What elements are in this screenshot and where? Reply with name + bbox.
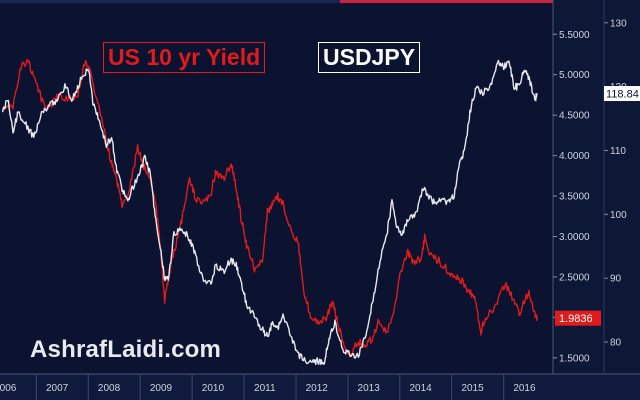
yield-tick-label: 3.5000 — [559, 192, 590, 203]
usdjpy-tick-label: 80 — [610, 338, 622, 349]
x-tick-label: 2016 — [513, 383, 536, 394]
yield-tick-label: 4.0000 — [559, 151, 590, 162]
top-accent — [340, 0, 640, 3]
x-tick-label: 2015 — [461, 383, 484, 394]
legend-usdjpy: USDJPY — [318, 42, 421, 74]
x-tick-label: 2008 — [98, 383, 121, 394]
x-tick-label: 2011 — [254, 383, 276, 394]
x-axis-panel — [0, 374, 640, 400]
yield-series-line — [2, 58, 539, 357]
x-tick-label: 2013 — [358, 383, 381, 394]
usdjpy-tick-label: 100 — [610, 210, 627, 221]
x-tick-label: 2012 — [306, 383, 329, 394]
watermark: AshrafLaidi.com — [30, 336, 222, 363]
yield-tick-label: 5.0000 — [559, 70, 590, 81]
yield-tick-label: 2.5000 — [559, 272, 590, 283]
x-tick-label: 2007 — [46, 383, 69, 394]
usdjpy-last-value-label: 118.84 — [606, 89, 639, 101]
x-tick-label: 2006 — [0, 383, 17, 394]
yield-tick-label: 4.5000 — [559, 111, 590, 122]
yield-tick-label: 1.5000 — [559, 353, 590, 364]
top-strip — [0, 0, 640, 3]
x-tick-label: 2009 — [150, 383, 173, 394]
x-tick-label: 2014 — [409, 383, 432, 394]
usdjpy-tick-label: 110 — [610, 146, 626, 157]
usdjpy-tick-label: 130 — [610, 18, 627, 29]
usdjpy-series-line — [1, 59, 538, 366]
yield-tick-label: 5.5000 — [559, 30, 590, 41]
usdjpy-last-value-badge — [604, 86, 640, 102]
legend-yield: US 10 yr Yield — [103, 42, 266, 74]
yield-last-value-label: 1.9836 — [559, 313, 593, 325]
yield-tick-label: 3.0000 — [559, 232, 590, 243]
usdjpy-tick-label: 90 — [610, 274, 622, 285]
x-tick-label: 2010 — [202, 383, 225, 394]
yield-last-value-badge — [555, 310, 601, 326]
